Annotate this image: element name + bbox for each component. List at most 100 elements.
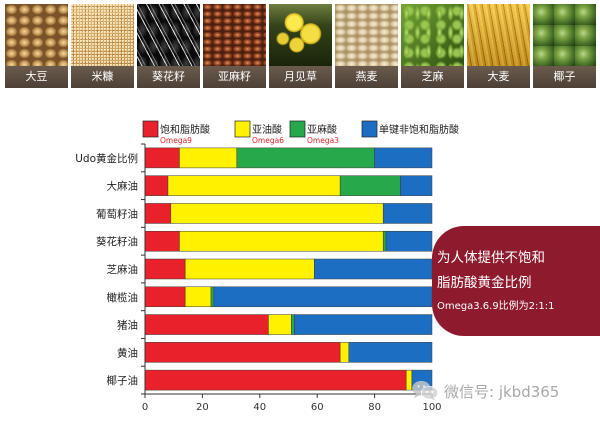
legend-swatch-saturated (142, 120, 159, 138)
food-label: 芝麻 (401, 66, 464, 88)
soybean-photo (5, 4, 68, 66)
bar-saturated (144, 369, 407, 391)
bar-saturated (144, 230, 180, 252)
sesame-photo (401, 4, 464, 66)
food-label: 大麦 (467, 66, 530, 88)
food-label: 葵花籽 (137, 66, 200, 88)
category-label: Udo黄金比例 (75, 152, 138, 165)
bar-row (144, 314, 433, 335)
bar-linoleic (268, 314, 292, 335)
bar-monounsaturated (385, 230, 433, 252)
legend-sublabel: Omega3 (307, 136, 339, 145)
bar-monounsaturated (374, 147, 433, 169)
legend-sublabel: Omega9 (160, 136, 192, 145)
legend-label: 单键非饱和脂肪酸 (379, 123, 459, 136)
food-label: 亚麻籽 (203, 66, 266, 88)
food-tile-coconut: 椰子 (533, 4, 596, 88)
food-tile-sesame: 芝麻 (401, 4, 464, 88)
bar-monounsaturated (213, 286, 433, 308)
bar-linolenic (382, 230, 387, 252)
bar-row (144, 203, 433, 224)
category-label: 橄榄油 (107, 291, 139, 304)
food-tile-flaxseed: 亚麻籽 (203, 4, 266, 88)
bar-monounsaturated (400, 175, 433, 196)
bar-monounsaturated (314, 258, 433, 280)
bar-row (144, 230, 433, 252)
food-tile-sunflower-seed: 葵花籽 (137, 4, 200, 88)
legend-label: 饱和脂肪酸 (160, 123, 210, 136)
food-tile-evening-primrose: 月见草 (269, 4, 332, 88)
callout-line-2: 脂肪酸黄金比例 (437, 275, 532, 291)
category-label: 芝麻油 (107, 263, 139, 276)
x-tick-label: 40 (253, 402, 266, 413)
bar-saturated (144, 314, 269, 335)
chart-axes: 0 20 40 60 80 100 (141, 143, 442, 413)
food-label: 月见草 (269, 66, 332, 88)
bar-saturated (144, 175, 169, 196)
bar-monounsaturated (293, 314, 433, 335)
category-label: 葡萄籽油 (96, 207, 138, 220)
legend-sublabel: Omega6 (252, 136, 284, 145)
category-label: 大麻油 (107, 180, 139, 193)
callout-line-1: 为人体提供不饱和 (437, 250, 545, 266)
food-tile-soybean: 大豆 (5, 4, 68, 88)
legend-swatch-linolenic (289, 120, 306, 138)
bar-linoleic (184, 258, 315, 280)
bar-linoleic (339, 342, 350, 363)
evening-primrose-photo (269, 4, 332, 66)
food-strip: 大豆 米糠 葵花籽 亚麻籽 月见草 燕麦 芝麻 大麦 (5, 4, 596, 88)
food-tile-rice-bran: 米糠 (71, 4, 134, 88)
food-label: 椰子 (533, 66, 596, 88)
sunflower-seed-photo (137, 4, 200, 66)
food-tile-barley: 大麦 (467, 4, 530, 88)
x-tick-label: 80 (368, 402, 381, 413)
x-tick-label: 20 (196, 402, 209, 413)
rice-bran-photo (71, 4, 134, 66)
bar-row (144, 147, 433, 169)
x-tick-label: 60 (311, 402, 324, 413)
bar-saturated (144, 147, 180, 169)
coconut-photo (533, 4, 596, 66)
bar-linoleic (179, 230, 384, 252)
legend-swatch-monounsaturated (361, 120, 378, 138)
flaxseed-photo (203, 4, 266, 66)
watermark-text: 微信号: jkbd365 (444, 382, 560, 401)
watermark: 微信号: jkbd365 (410, 380, 559, 402)
bar-linoleic (167, 175, 341, 196)
callout: 为人体提供不饱和 脂肪酸黄金比例 Omega3.6.9比例为2:1:1 (432, 226, 600, 336)
bar-linoleic (170, 203, 384, 224)
legend-swatch-linoleic (234, 120, 251, 138)
x-tick-label: 0 (142, 402, 148, 413)
bar-monounsaturated (348, 342, 433, 363)
food-tile-oat: 燕麦 (335, 4, 398, 88)
callout-line-3: Omega3.6.9比例为2:1:1 (437, 301, 555, 312)
bar-linolenic (291, 314, 295, 335)
bar-linoleic (184, 286, 212, 308)
bar-saturated (144, 258, 186, 280)
legend-label: 亚麻酸 (307, 123, 337, 136)
oat-photo (335, 4, 398, 66)
category-label: 猪油 (117, 319, 138, 332)
bar-row (144, 175, 433, 196)
bar-saturated (144, 203, 172, 224)
category-label: 椰子油 (107, 374, 139, 387)
legend-label: 亚油酸 (252, 123, 282, 136)
wechat-icon (412, 380, 439, 402)
food-label: 米糠 (71, 66, 134, 88)
barley-photo (467, 4, 530, 66)
x-tick-label: 100 (422, 402, 441, 413)
bar-row (144, 286, 433, 308)
food-label: 燕麦 (335, 66, 398, 88)
bar-saturated (144, 342, 341, 363)
bar-monounsaturated (382, 203, 433, 224)
bar-row (144, 369, 433, 391)
bar-row (144, 258, 433, 280)
bar-linolenic (339, 175, 401, 196)
bar-saturated (144, 286, 186, 308)
chart-bars (144, 147, 433, 391)
category-label: 葵花籽油 (96, 235, 138, 248)
